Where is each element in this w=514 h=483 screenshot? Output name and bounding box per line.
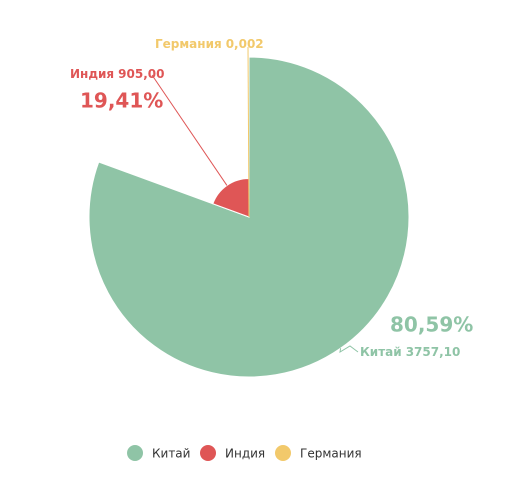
label-value: 905,00 <box>118 67 164 81</box>
pie-slice <box>212 177 250 218</box>
legend-marker <box>200 445 216 461</box>
label-name: Германия <box>155 37 222 51</box>
leader-line <box>339 345 359 353</box>
label-value: 3757,10 <box>406 345 461 359</box>
leader-line <box>151 74 228 186</box>
data-label: Германия 0,002 <box>155 37 264 51</box>
legend-marker <box>127 445 143 461</box>
legend-label: Индия <box>225 447 265 461</box>
legend-marker <box>275 445 291 461</box>
legend-label: Китай <box>152 447 190 461</box>
legend-label: Германия <box>300 447 362 461</box>
data-label: Китай 3757,10 <box>360 345 460 359</box>
percent-label: 19,41% <box>80 89 163 113</box>
data-label: Индия 905,00 <box>70 67 164 81</box>
percent-label: 80,59% <box>390 313 473 337</box>
leader-line <box>247 46 250 218</box>
label-name: Индия <box>70 67 114 81</box>
label-value: 0,002 <box>226 37 264 51</box>
label-name: Китай <box>360 345 402 359</box>
